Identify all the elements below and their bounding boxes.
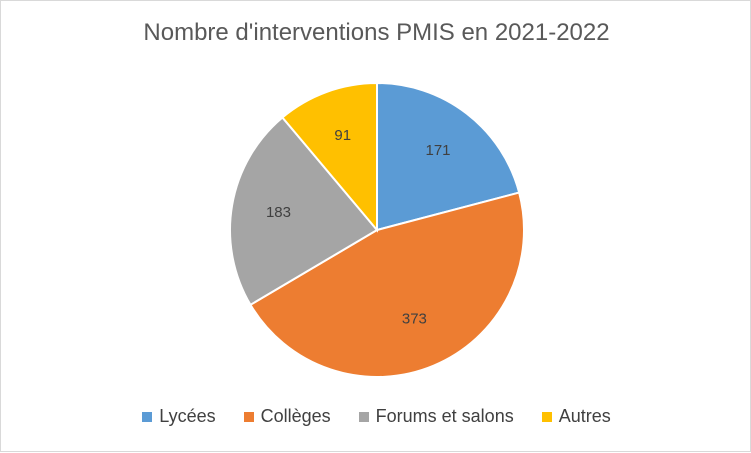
- legend-swatch-0: [142, 411, 153, 422]
- legend-item-0: Lycées: [142, 406, 216, 427]
- pie-slice-1: [249, 191, 525, 378]
- data-label-0: 171: [426, 142, 451, 159]
- legend-swatch-2: [358, 411, 369, 422]
- legend-label-1: Collèges: [260, 406, 331, 426]
- legend-label-2: Forums et salons: [375, 406, 514, 426]
- data-label-1: 373: [402, 310, 427, 327]
- legend-item-3: Autres: [541, 406, 611, 427]
- legend-item-2: Forums et salons: [358, 406, 514, 427]
- data-label-2: 183: [266, 204, 291, 221]
- chart-title: Nombre d'interventions PMIS en 2021-2022: [143, 19, 610, 46]
- legend-swatch-1: [243, 411, 254, 422]
- legend: Lycées Collèges Forums et salons Autres: [1, 406, 751, 427]
- pie-slice-3: [281, 81, 378, 233]
- legend-item-1: Collèges: [243, 406, 331, 427]
- legend-swatch-3: [541, 411, 552, 422]
- pie-slice-2: [229, 116, 379, 307]
- legend-label-0: Lycées: [159, 406, 216, 426]
- pie-slice-0: [376, 81, 521, 232]
- data-label-3: 91: [334, 127, 351, 144]
- legend-label-3: Autres: [558, 406, 611, 426]
